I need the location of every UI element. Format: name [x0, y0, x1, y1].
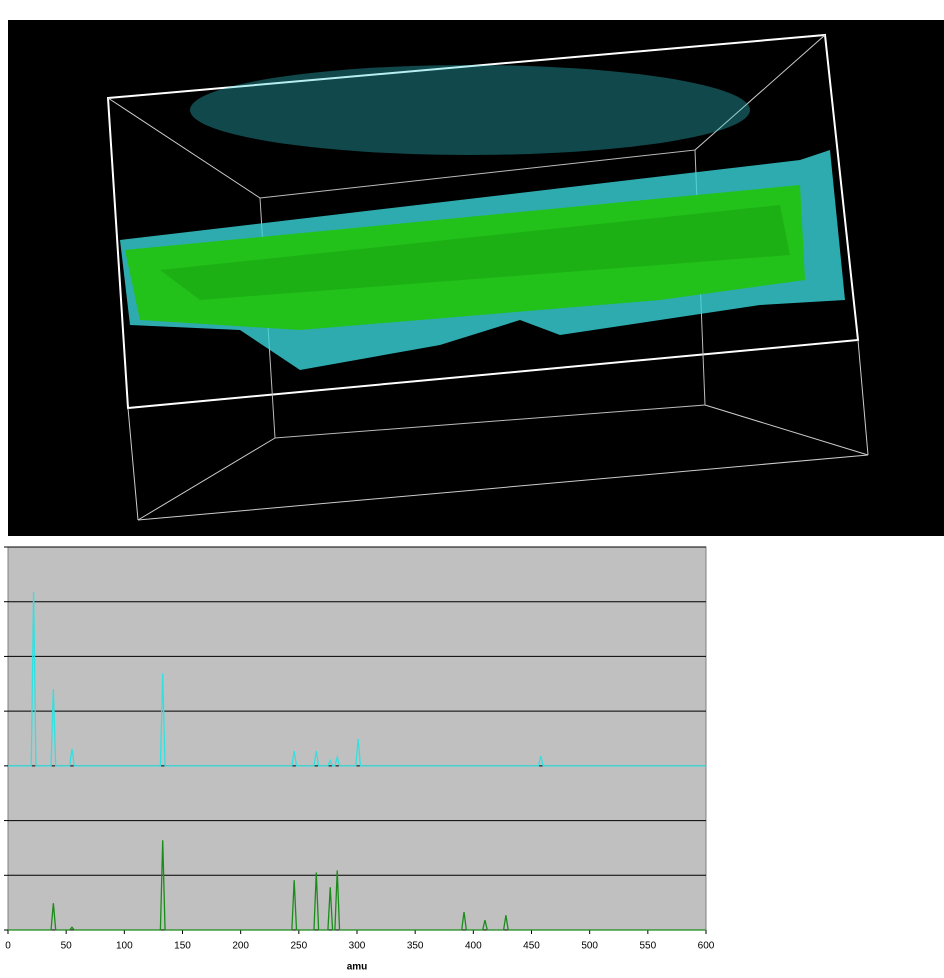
volume-render: [8, 20, 944, 536]
x-tick-label: 250: [290, 941, 307, 952]
x-tick-label: 550: [639, 941, 656, 952]
x-tick-label: 300: [349, 941, 366, 952]
plot-area: [8, 547, 706, 930]
x-tick-label: 150: [174, 941, 191, 952]
figure: 0 50 100 150 200 250 300 350 400 450 500 550 600 amu: [0, 0, 944, 973]
spectrum-chart: 0 50 100 150 200 250 300 350 400 450 500 550 600: [4, 547, 715, 952]
x-tick-label: 600: [698, 941, 715, 952]
x-tick-label: 0: [5, 941, 11, 952]
x-tick-label: 100: [116, 941, 133, 952]
x-axis-label: amu: [347, 962, 368, 973]
x-tick-label: 450: [523, 941, 540, 952]
x-tick-label: 50: [61, 941, 73, 952]
x-tick-label: 200: [232, 941, 249, 952]
x-tick-label: 350: [407, 941, 424, 952]
x-tick-label: 400: [465, 941, 482, 952]
x-tick-label: 500: [581, 941, 598, 952]
